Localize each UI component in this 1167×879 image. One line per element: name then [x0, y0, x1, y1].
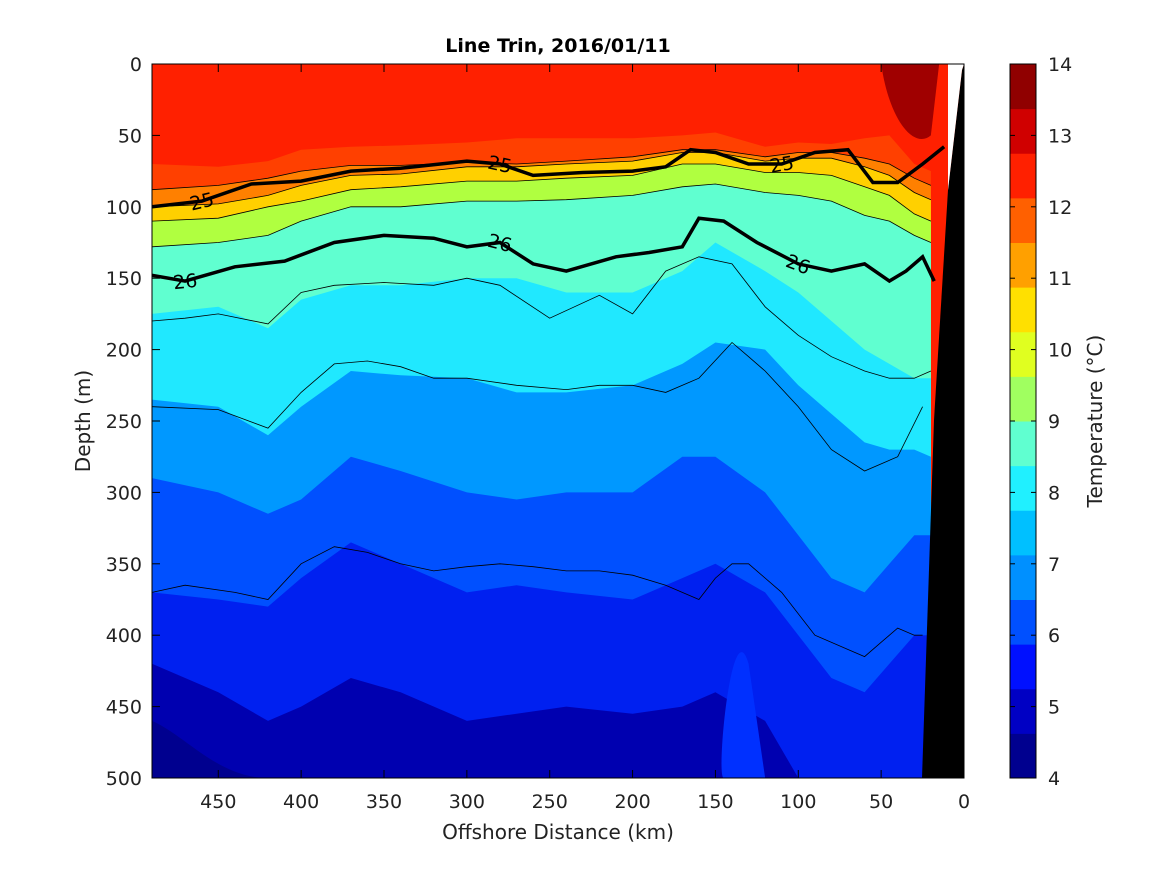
temperature-band-t4p5: [152, 663, 799, 778]
chart-title: Line Trin, 2016/01/11: [445, 35, 670, 57]
colorbar-tick-label: 11: [1048, 268, 1072, 290]
y-tick-label: 100: [106, 197, 142, 219]
contour-label-25: 25: [486, 152, 514, 179]
isopycnal-thin-2: [152, 546, 923, 658]
contour-label-26: 26: [172, 270, 198, 294]
isopycnal-26: [152, 216, 936, 284]
contour-label-25: 25: [768, 152, 796, 178]
colorbar-swatch: [1010, 287, 1036, 333]
colorbar: 4 5 6 7 8 9 10 11 12 13 14: [1009, 54, 1072, 790]
y-tick-label: 150: [106, 268, 142, 290]
x-tick-label: 450: [200, 791, 236, 813]
isopycnal-25: [152, 145, 946, 209]
colorbar-swatch: [1010, 599, 1036, 645]
y-tick-label: 450: [106, 697, 142, 719]
isopycnal-thin: [152, 152, 932, 208]
colorbar-tick-label: 9: [1048, 411, 1060, 433]
isopycnal-thin: [152, 149, 932, 191]
x-tick-label: 50: [869, 791, 893, 813]
colorbar-swatch: [1010, 153, 1036, 199]
colorbar-tick-label: 12: [1048, 197, 1072, 219]
x-axis: 450 400 350 300 250 200 150 100 50 0: [200, 64, 970, 813]
warm-core: [881, 64, 940, 140]
colorbar-tick-label: 6: [1048, 625, 1060, 647]
x-tick-label: 250: [532, 791, 568, 813]
cold-core: [152, 720, 268, 778]
nodata-mask: [948, 64, 964, 190]
y-tick-label: 250: [106, 411, 142, 433]
colorbar-tick-label: 10: [1048, 340, 1072, 362]
colorbar-swatch: [1010, 465, 1036, 511]
colorbar-tick-label: 4: [1048, 768, 1060, 790]
x-tick-label: 100: [780, 791, 816, 813]
colorbar-tick-label: 5: [1048, 697, 1060, 719]
colorbar-swatch: [1010, 376, 1036, 422]
warm-tongue: [721, 652, 766, 778]
colorbar-tick-label: 14: [1048, 54, 1072, 76]
x-tick-label: 200: [614, 791, 650, 813]
y-tick-label: 350: [106, 554, 142, 576]
y-tick-label: 50: [118, 125, 142, 147]
isopycnal-thin: [152, 183, 932, 248]
x-tick-label: 150: [697, 791, 733, 813]
colorbar-tick-label: 7: [1048, 554, 1060, 576]
colorbar-swatch: [1010, 421, 1036, 467]
colorbar-tick-label: 8: [1048, 482, 1060, 504]
colorbar-swatch: [1010, 242, 1036, 288]
seafloor-bathymetry: [922, 64, 964, 778]
isopycnal-thin: [152, 163, 932, 222]
x-tick-label: 400: [283, 791, 319, 813]
colorbar-swatch: [1010, 108, 1036, 154]
x-tick-label: 0: [958, 791, 970, 813]
y-tick-label: 300: [106, 482, 142, 504]
y-tick-label: 200: [106, 340, 142, 362]
colorbar-swatch: [1010, 644, 1036, 690]
y-axis-label: Depth (m): [71, 370, 95, 472]
colorbar-swatch: [1010, 331, 1036, 377]
plot-area: [152, 64, 964, 778]
colorbar-swatch: [1010, 197, 1036, 243]
y-tick-label: 500: [106, 768, 142, 790]
isopycnal-thin-1: [152, 341, 923, 472]
x-tick-label: 350: [366, 791, 402, 813]
colorbar-swatch: [1010, 64, 1036, 110]
x-tick-label: 300: [449, 791, 485, 813]
y-axis: 0 50 100 150 200 250 300 350 400 450 500: [106, 54, 964, 790]
colorbar-label: Temperature (°C): [1083, 335, 1107, 509]
isopycnal-thin-0: [152, 256, 932, 379]
contour-label-25: 25: [188, 189, 217, 216]
y-tick-label: 400: [106, 625, 142, 647]
y-tick-label: 0: [130, 54, 142, 76]
colorbar-tick-label: 13: [1048, 125, 1072, 147]
colorbar-swatch: [1010, 733, 1036, 779]
colorbar-swatch: [1010, 510, 1036, 556]
colorbar-swatch: [1010, 554, 1036, 600]
colorbar-swatch: [1010, 688, 1036, 734]
x-axis-label: Offshore Distance (km): [442, 820, 674, 844]
